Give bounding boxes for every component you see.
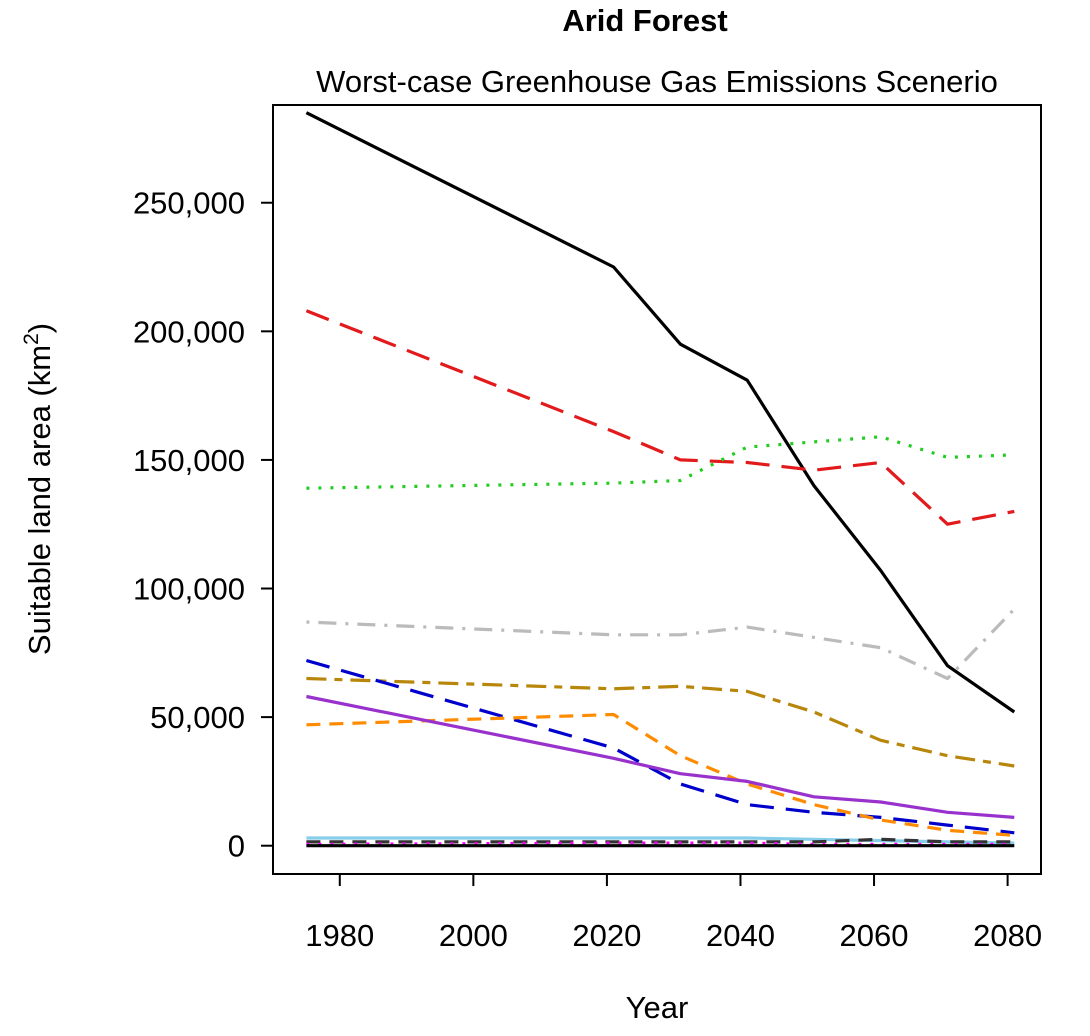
y-axis-label: Suitable land area (km2) [20,323,57,655]
series-line-5 [306,676,1015,768]
series-line-6 [305,658,1015,835]
series-line-1 [305,111,1016,714]
y-tick-label: 250,000 [133,186,245,221]
series-line-7 [306,712,1015,837]
y-tick-label: 0 [228,829,245,864]
series-line-8 [306,694,1015,819]
y-tick-label: 50,000 [150,700,245,735]
x-axis-label: Year [626,990,689,1025]
plot-frame [272,104,1042,875]
series-line-4 [306,607,1016,681]
series-layer [305,111,1016,848]
y-axis-label-superscript: 2 [20,333,43,345]
x-axis: 1980 2000 2020 2040 2060 2080 [305,873,1042,953]
y-tick-label: 150,000 [133,443,245,478]
x-tick-label: 2060 [840,918,909,953]
y-axis-label-close: ) [22,323,57,333]
x-tick-label: 2000 [439,918,508,953]
x-tick-label: 1980 [305,918,374,953]
chart-subtitle: Worst-case Greenhouse Gas Emissions Scen… [316,64,998,99]
x-tick-label: 2040 [706,918,775,953]
y-tick-label: 100,000 [133,572,245,607]
chart-title: Arid Forest [562,3,727,38]
y-axis-label-text: Suitable land area (km [22,345,57,655]
x-tick-label: 2020 [572,918,641,953]
x-tick-label: 2080 [973,918,1042,953]
series-line-3 [306,435,1015,490]
series-line-10 [306,837,1015,844]
series-line-2 [305,309,1015,526]
y-tick-label: 200,000 [133,314,245,349]
y-axis: 0 50,000 100,000 150,000 200,000 250,000 [133,186,274,864]
